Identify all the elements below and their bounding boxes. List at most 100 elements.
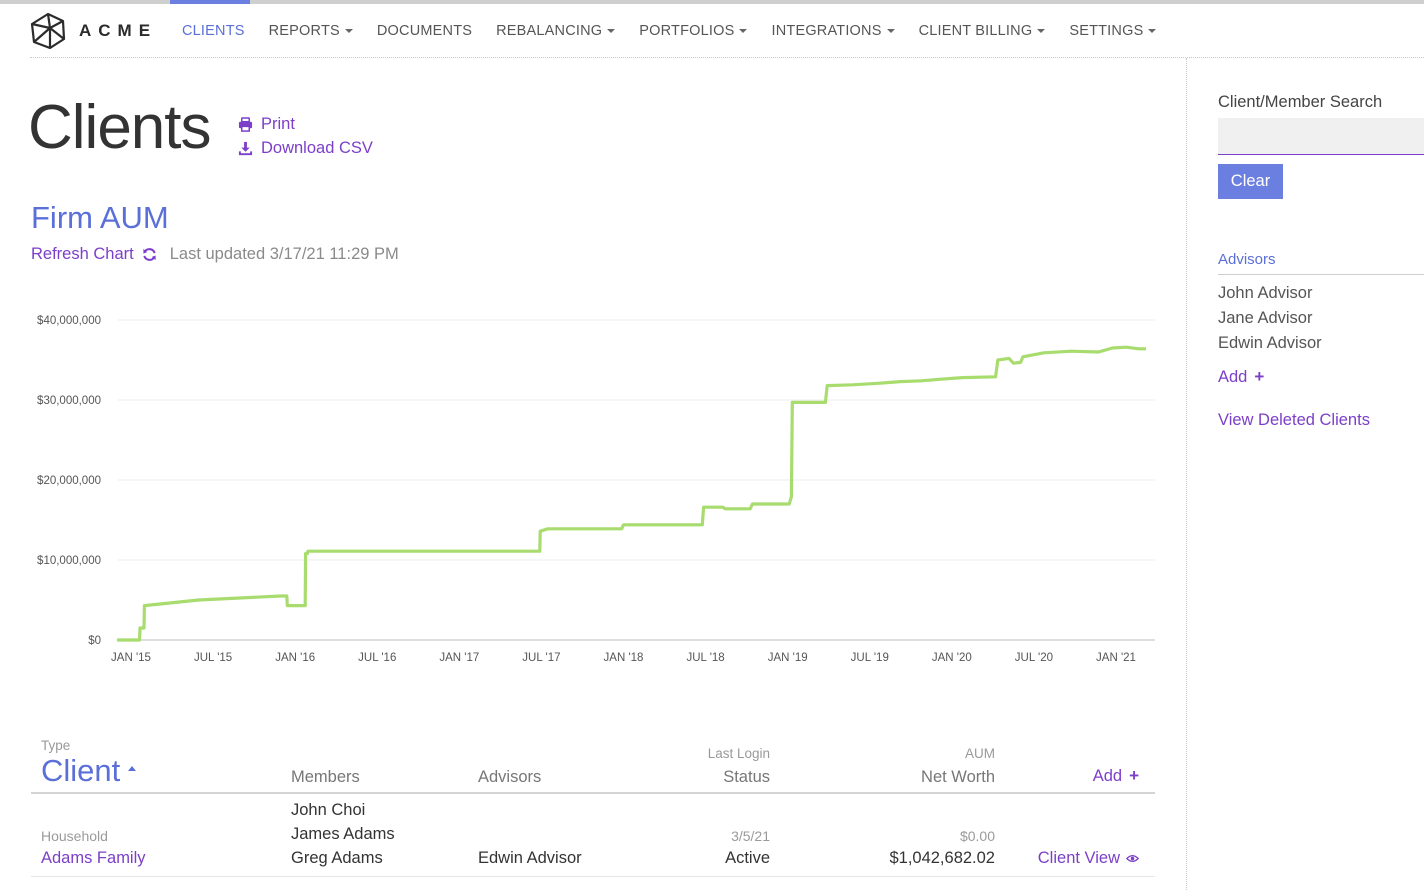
nav-label: REBALANCING bbox=[496, 23, 603, 39]
status-header: Status bbox=[723, 768, 770, 786]
caret-down-icon bbox=[1037, 29, 1046, 33]
acme-logo-icon bbox=[30, 12, 66, 50]
client-member-search-input[interactable] bbox=[1218, 118, 1424, 155]
last-updated-text: Last updated 3/17/21 11:29 PM bbox=[169, 245, 399, 263]
advisors-heading: Advisors bbox=[1218, 251, 1424, 275]
advisor-item[interactable]: John Advisor bbox=[1218, 284, 1313, 302]
print-label: Print bbox=[261, 114, 295, 133]
nav-label: REPORTS bbox=[268, 23, 340, 39]
caret-down-icon bbox=[886, 29, 895, 33]
y-tick-label: $30,000,000 bbox=[37, 395, 101, 407]
x-tick-label: JAN '19 bbox=[768, 652, 808, 664]
x-tick-label: JAN '21 bbox=[1096, 652, 1136, 664]
advisor-item[interactable]: Jane Advisor bbox=[1218, 309, 1313, 327]
nav-item-client-billing[interactable]: CLIENT BILLING bbox=[907, 23, 1058, 39]
clear-button[interactable]: Clear bbox=[1218, 164, 1283, 199]
top-navigation-bar: ACME CLIENTS REPORTS DOCUMENTS REBALANCING P… bbox=[0, 4, 1424, 58]
y-tick-label: $40,000,000 bbox=[37, 315, 101, 327]
advisor-item[interactable]: Edwin Advisor bbox=[1218, 334, 1322, 352]
page-title: Clients bbox=[28, 93, 212, 162]
print-link[interactable]: Print bbox=[238, 112, 373, 136]
x-tick-label: JAN '18 bbox=[604, 652, 644, 664]
nav-label: SETTINGS bbox=[1069, 23, 1144, 39]
y-tick-label: $10,000,000 bbox=[37, 555, 101, 567]
nav-label: PORTFOLIOS bbox=[639, 23, 735, 39]
nav-label: CLIENT BILLING bbox=[918, 23, 1033, 39]
page-actions: Print Download CSV bbox=[238, 112, 373, 160]
member-name: John Choi bbox=[291, 801, 366, 819]
client-sort-header[interactable]: Client bbox=[41, 753, 137, 789]
row-advisor: Edwin Advisor bbox=[478, 849, 582, 867]
type-header: Type bbox=[41, 738, 71, 753]
download-icon bbox=[238, 141, 253, 155]
caret-down-icon bbox=[1148, 29, 1157, 33]
nav-label: INTEGRATIONS bbox=[771, 23, 882, 39]
nav-item-clients[interactable]: CLIENTS bbox=[170, 23, 257, 39]
table-header-divider bbox=[31, 792, 1155, 794]
nav-item-portfolios[interactable]: PORTFOLIOS bbox=[627, 23, 759, 39]
nav-item-reports[interactable]: REPORTS bbox=[257, 23, 365, 39]
refresh-row: Refresh Chart Last updated 3/17/21 11:29… bbox=[31, 245, 399, 264]
client-header-label: Client bbox=[41, 753, 121, 788]
header-divider bbox=[30, 57, 1424, 58]
row-net-worth: $1,042,682.02 bbox=[889, 849, 995, 867]
brand-name: ACME bbox=[79, 21, 158, 40]
main-nav: CLIENTS REPORTS DOCUMENTS REBALANCING PORTFO… bbox=[170, 4, 1168, 58]
net-worth-header: Net Worth bbox=[921, 768, 995, 786]
aum-header: AUM bbox=[965, 746, 995, 761]
top-border bbox=[0, 0, 1424, 4]
x-tick-label: JUL '18 bbox=[686, 652, 724, 664]
sort-ascending-icon bbox=[128, 765, 137, 771]
client-view-link[interactable]: Client View bbox=[1038, 849, 1139, 868]
x-tick-label: JAN '15 bbox=[111, 652, 151, 664]
row-aum: $0.00 bbox=[959, 828, 995, 844]
active-tab-indicator bbox=[170, 0, 250, 4]
client-name-link[interactable]: Adams Family bbox=[41, 849, 146, 867]
refresh-icon bbox=[143, 248, 156, 261]
nav-label: CLIENTS bbox=[182, 23, 245, 39]
caret-down-icon bbox=[344, 29, 353, 33]
search-label: Client/Member Search bbox=[1218, 93, 1383, 111]
x-tick-label: JAN '17 bbox=[439, 652, 479, 664]
x-tick-label: JAN '16 bbox=[275, 652, 315, 664]
sidebar-divider bbox=[1186, 58, 1187, 890]
row-last-login: 3/5/21 bbox=[731, 828, 770, 844]
y-tick-label: $0 bbox=[88, 635, 101, 647]
y-tick-label: $20,000,000 bbox=[37, 475, 101, 487]
caret-down-icon bbox=[607, 29, 616, 33]
download-csv-link[interactable]: Download CSV bbox=[238, 136, 373, 160]
nav-item-settings[interactable]: SETTINGS bbox=[1057, 23, 1168, 39]
acme-logo[interactable]: ACME bbox=[30, 12, 157, 50]
client-view-label: Client View bbox=[1037, 849, 1120, 867]
caret-down-icon bbox=[739, 29, 748, 33]
nav-item-rebalancing[interactable]: REBALANCING bbox=[484, 23, 627, 39]
advisors-header: Advisors bbox=[478, 768, 542, 786]
x-tick-label: JUL '19 bbox=[851, 652, 889, 664]
members-header: Members bbox=[291, 768, 360, 786]
add-client-button[interactable]: Add + bbox=[1093, 766, 1139, 786]
add-client-label: Add bbox=[1092, 766, 1123, 785]
member-name: Greg Adams bbox=[291, 849, 383, 867]
plus-icon: + bbox=[1254, 367, 1265, 386]
firm-aum-title: Firm AUM bbox=[31, 200, 169, 235]
row-divider bbox=[31, 876, 1155, 877]
nav-label: DOCUMENTS bbox=[376, 23, 473, 39]
x-tick-label: JAN '20 bbox=[932, 652, 972, 664]
x-tick-label: JUL '20 bbox=[1015, 652, 1053, 664]
nav-item-documents[interactable]: DOCUMENTS bbox=[365, 23, 484, 39]
x-tick-label: JUL '17 bbox=[522, 652, 560, 664]
row-status: Active bbox=[725, 849, 770, 867]
member-name: James Adams bbox=[291, 825, 395, 843]
nav-item-integrations[interactable]: INTEGRATIONS bbox=[759, 23, 906, 39]
add-advisor-label: Add bbox=[1218, 367, 1248, 386]
aum-series-line bbox=[117, 345, 1146, 642]
eye-icon bbox=[1126, 855, 1139, 862]
refresh-chart-link[interactable]: Refresh Chart bbox=[31, 245, 157, 264]
add-advisor-button[interactable]: Add + bbox=[1218, 367, 1264, 387]
download-csv-label: Download CSV bbox=[261, 138, 373, 157]
x-tick-label: JUL '16 bbox=[358, 652, 396, 664]
x-tick-label: JUL '15 bbox=[194, 652, 232, 664]
view-deleted-clients-link[interactable]: View Deleted Clients bbox=[1218, 411, 1370, 429]
firm-aum-chart: $0 $10,000,000 $20,000,000 $30,000,000 $40,0… bbox=[37, 315, 1155, 664]
printer-icon bbox=[238, 116, 253, 132]
